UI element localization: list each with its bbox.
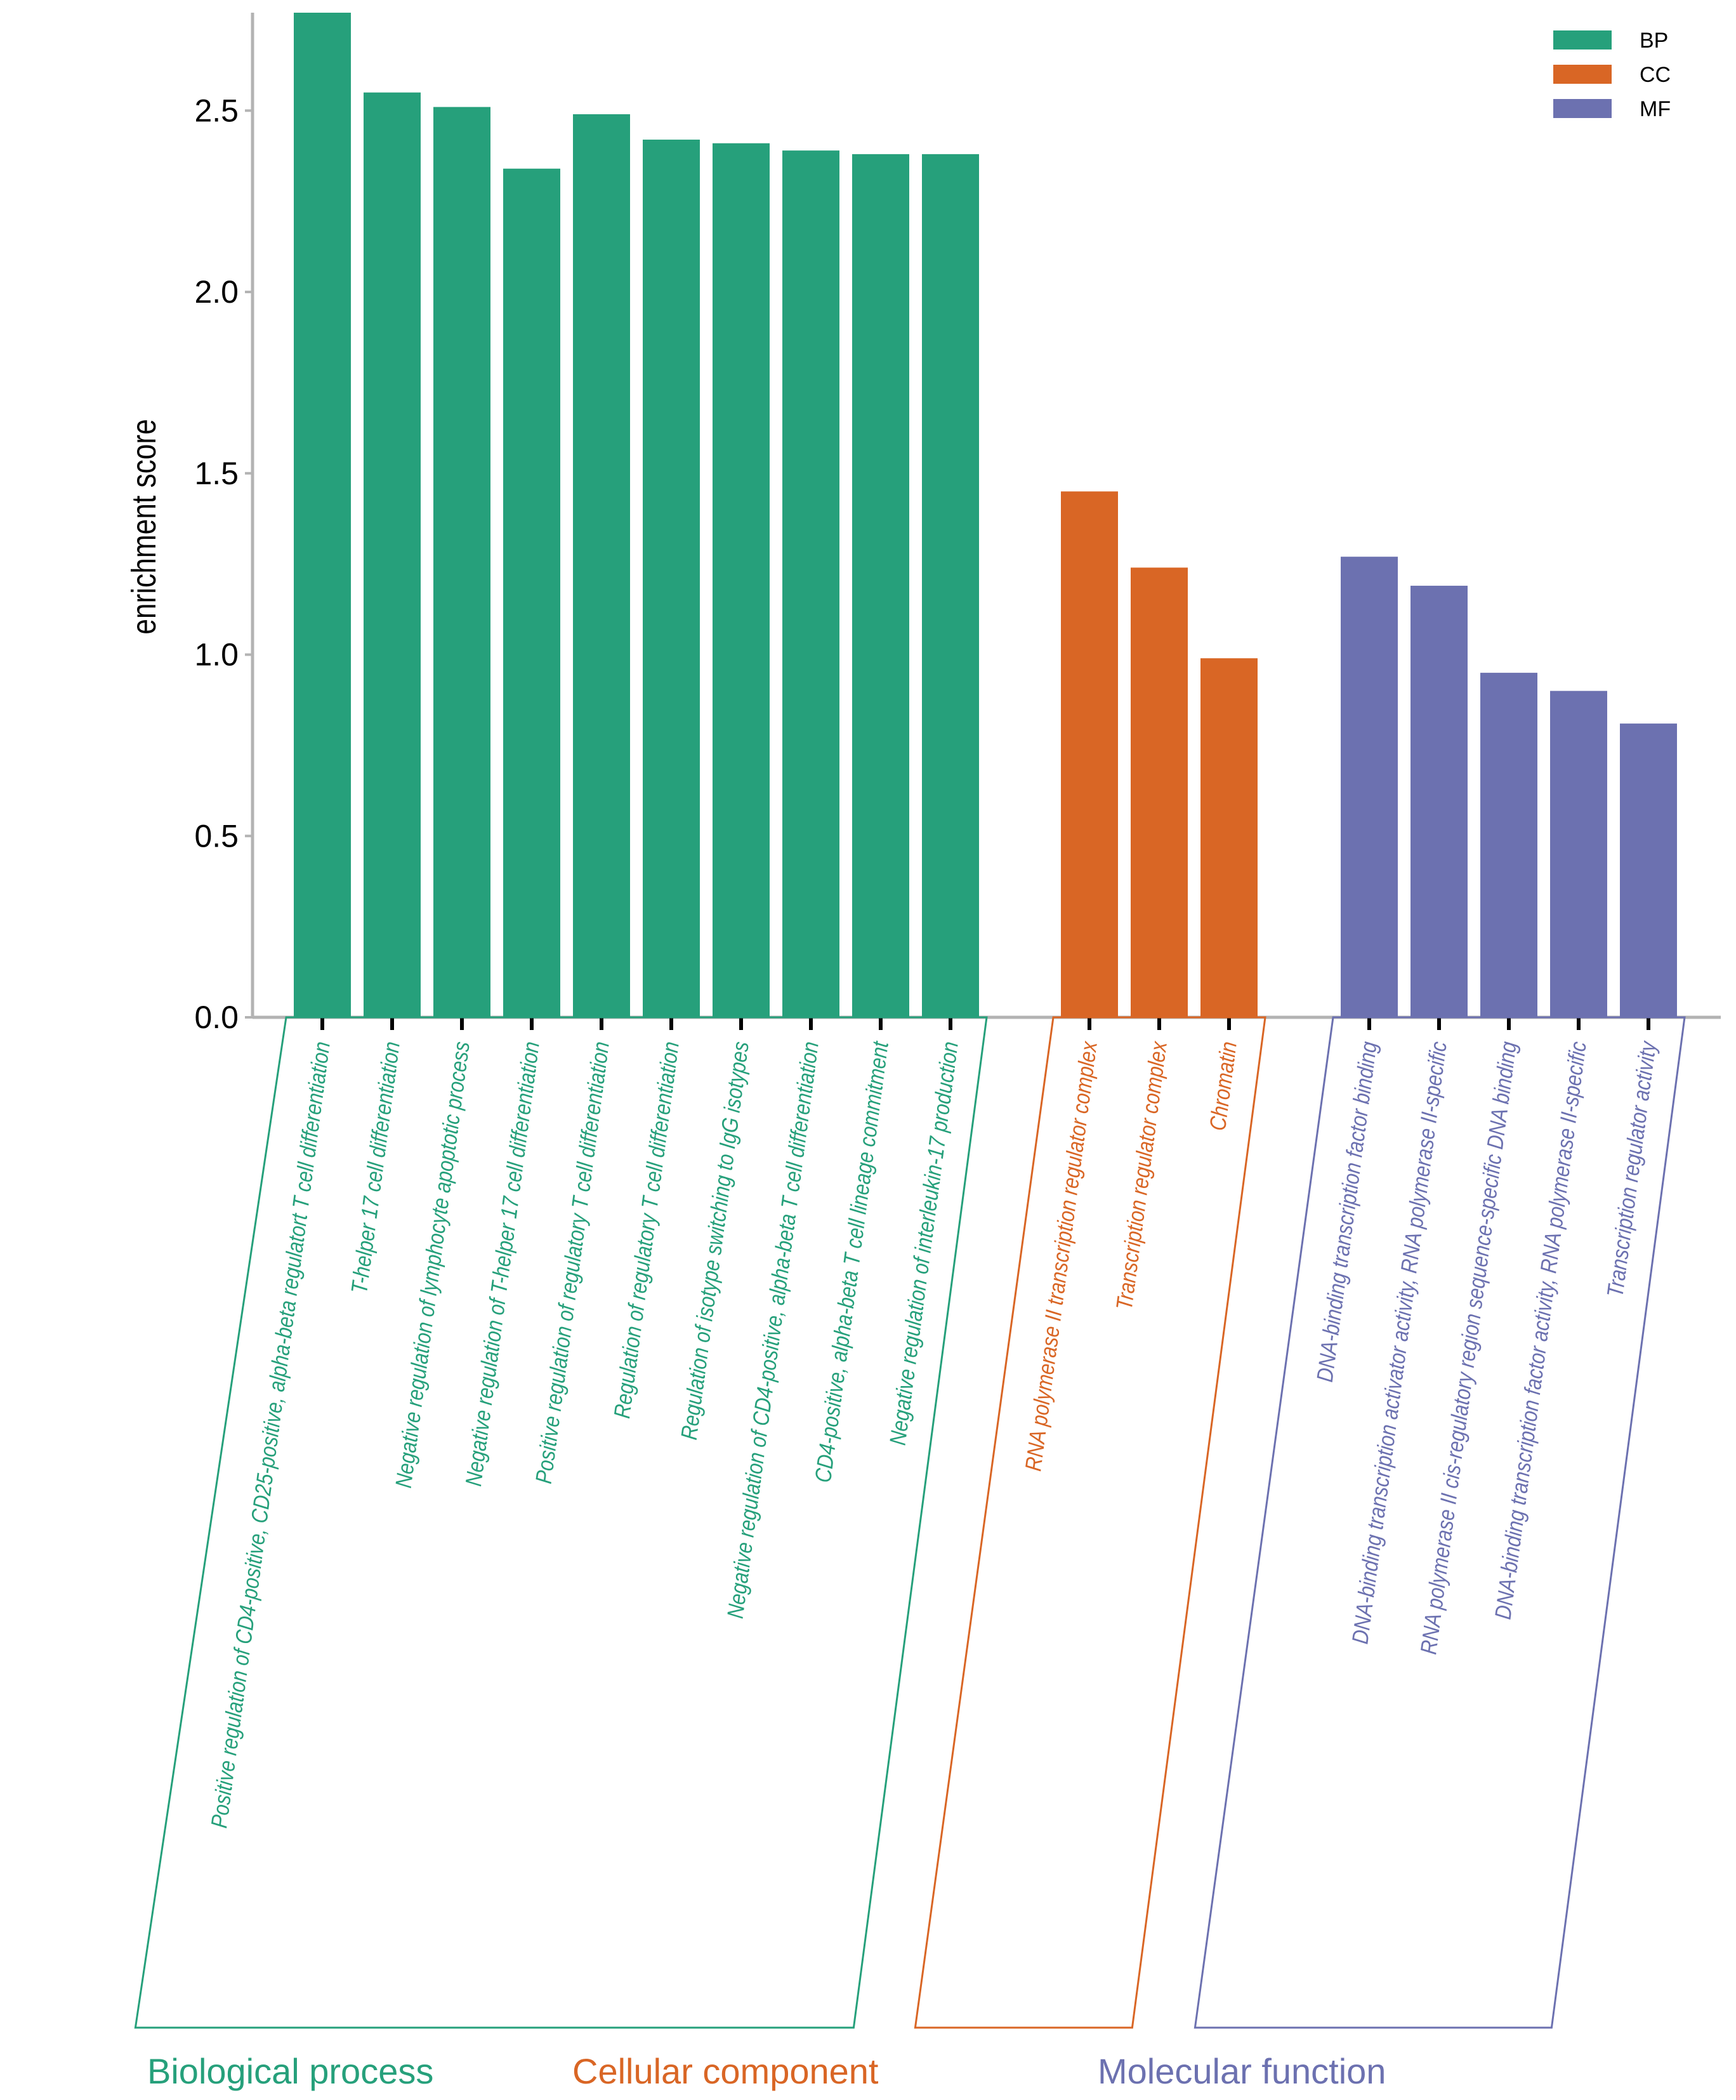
group-brackets: [134, 1016, 1686, 2029]
bar-mf: [1550, 690, 1607, 1017]
category-label: Positive regulation of regulatory T cell…: [531, 1040, 614, 1485]
category-label: Chromatin: [1206, 1040, 1242, 1132]
legend-label-mf: MF: [1640, 97, 1671, 121]
bar-bp: [643, 140, 700, 1017]
legend: BP CC MF: [1553, 29, 1671, 121]
y-axis-title: enrichment score: [125, 419, 163, 634]
bars: [294, 13, 1677, 1018]
category-labels: Positive regulation of CD4-positive, CD2…: [207, 1039, 1662, 1830]
category-label: Negative regulation of lymphocyte apopto…: [391, 1040, 475, 1489]
y-tick-label: 1.5: [194, 456, 239, 491]
category-label: CD4-positive, alpha-beta T cell lineage …: [811, 1039, 894, 1484]
y-tick-label: 0.0: [194, 1000, 239, 1035]
bar-mf: [1620, 723, 1677, 1017]
group-title-bp: Biological process: [147, 2051, 433, 2091]
legend-label-cc: CC: [1640, 63, 1671, 87]
bar-bp: [573, 114, 630, 1018]
bar-bp: [922, 154, 979, 1018]
bar-mf: [1341, 557, 1398, 1017]
bar-bp: [364, 92, 421, 1018]
bar-cc: [1131, 567, 1188, 1017]
bracket-cc: [914, 1016, 1266, 2029]
bar-bp: [852, 154, 909, 1018]
category-label: Negative regulation of interleukin-17 pr…: [885, 1040, 963, 1447]
bar-bp: [713, 143, 770, 1017]
bar-mf: [1480, 673, 1537, 1017]
category-label: T-helper 17 cell differentiation: [347, 1040, 405, 1295]
category-label: Regulation of regulatory T cell differen…: [610, 1040, 685, 1420]
bar-bp: [294, 13, 351, 1017]
bar-cc: [1200, 658, 1258, 1017]
category-label: Transcription regulator complex: [1112, 1040, 1172, 1312]
bar-mf: [1410, 585, 1468, 1017]
y-tick-label: 2.0: [194, 274, 239, 310]
legend-swatch-bp: [1553, 30, 1612, 50]
legend-swatch-cc: [1553, 65, 1612, 84]
category-label: RNA polymerase II transcription regulato…: [1021, 1040, 1103, 1473]
category-label: Positive regulation of CD4-positive, CD2…: [207, 1040, 336, 1830]
legend-label-bp: BP: [1640, 29, 1668, 53]
bar-cc: [1061, 491, 1118, 1017]
group-title-mf: Molecular function: [1098, 2051, 1386, 2091]
bracket-bp: [134, 1016, 988, 2029]
legend-swatch-mf: [1553, 99, 1612, 118]
y-tick-label: 0.5: [194, 818, 239, 854]
bar-bp: [503, 168, 560, 1017]
category-label: Regulation of isotype switching to IgG i…: [676, 1040, 754, 1441]
y-tick-label: 2.5: [194, 93, 239, 128]
group-titles: Biological process Cellular component Mole…: [147, 2051, 1386, 2091]
bar-bp: [782, 150, 839, 1017]
y-tick-label: 1.0: [194, 637, 239, 673]
bar-bp: [433, 107, 490, 1017]
category-label: Negative regulation of T-helper 17 cell …: [461, 1040, 545, 1488]
group-title-cc: Cellular component: [572, 2051, 879, 2091]
bracket-mf: [1194, 1016, 1686, 2029]
